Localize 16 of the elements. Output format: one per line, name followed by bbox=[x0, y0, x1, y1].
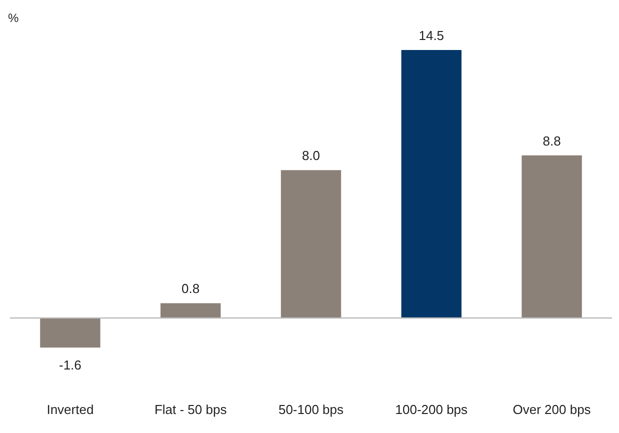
bar bbox=[160, 303, 221, 318]
data-label: 0.8 bbox=[182, 281, 200, 296]
data-label: 8.0 bbox=[302, 148, 320, 164]
data-label: 14.5 bbox=[418, 28, 444, 43]
x-tick-label: Flat - 50 bps bbox=[154, 402, 228, 417]
bar bbox=[40, 318, 100, 348]
y-axis-title: % bbox=[8, 11, 19, 25]
data-label: 8.8 bbox=[542, 133, 561, 148]
bar bbox=[280, 170, 342, 318]
x-tick-label: 100-200 bps bbox=[395, 402, 468, 417]
x-tick-label: Over 200 bps bbox=[512, 402, 592, 417]
bar bbox=[401, 50, 462, 318]
bar bbox=[522, 155, 582, 318]
data-label: -1.6 bbox=[58, 358, 82, 373]
x-tick-label: 50-100 bps bbox=[278, 402, 344, 417]
x-tick-label: Inverted bbox=[46, 402, 94, 417]
